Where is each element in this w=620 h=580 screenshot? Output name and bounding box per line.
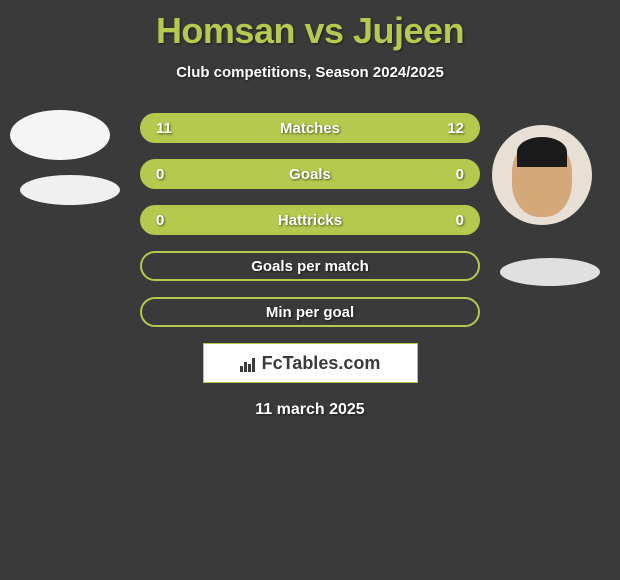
stat-row-min-per-goal: Min per goal bbox=[140, 297, 480, 327]
chart-bar bbox=[240, 366, 243, 372]
stat-left-value: 11 bbox=[156, 120, 172, 137]
stat-right-value: 12 bbox=[447, 120, 464, 137]
stat-row-hattricks: 0 Hattricks 0 bbox=[140, 205, 480, 235]
fctables-logo-box[interactable]: FcTables.com bbox=[203, 343, 418, 383]
stat-right-value: 0 bbox=[456, 212, 464, 229]
stat-label: Goals per match bbox=[251, 258, 369, 275]
chart-bar bbox=[252, 358, 255, 372]
stat-label: Matches bbox=[280, 120, 340, 137]
comparison-title: Homsan vs Jujeen bbox=[0, 0, 620, 52]
stat-label: Min per goal bbox=[266, 304, 354, 321]
stats-container: 11 Matches 12 0 Goals 0 0 Hattricks 0 Go… bbox=[0, 113, 620, 327]
stat-label: Goals bbox=[289, 166, 331, 183]
comparison-subtitle: Club competitions, Season 2024/2025 bbox=[0, 64, 620, 81]
stat-right-value: 0 bbox=[456, 166, 464, 183]
stat-row-goals: 0 Goals 0 bbox=[140, 159, 480, 189]
stat-left-value: 0 bbox=[156, 212, 164, 229]
stat-label: Hattricks bbox=[278, 212, 342, 229]
chart-icon bbox=[240, 354, 258, 372]
chart-bar bbox=[244, 362, 247, 372]
date-text: 11 march 2025 bbox=[0, 401, 620, 419]
chart-bar bbox=[248, 364, 251, 372]
logo-text: FcTables.com bbox=[262, 353, 381, 374]
stat-row-matches: 11 Matches 12 bbox=[140, 113, 480, 143]
stat-row-goals-per-match: Goals per match bbox=[140, 251, 480, 281]
stat-left-value: 0 bbox=[156, 166, 164, 183]
